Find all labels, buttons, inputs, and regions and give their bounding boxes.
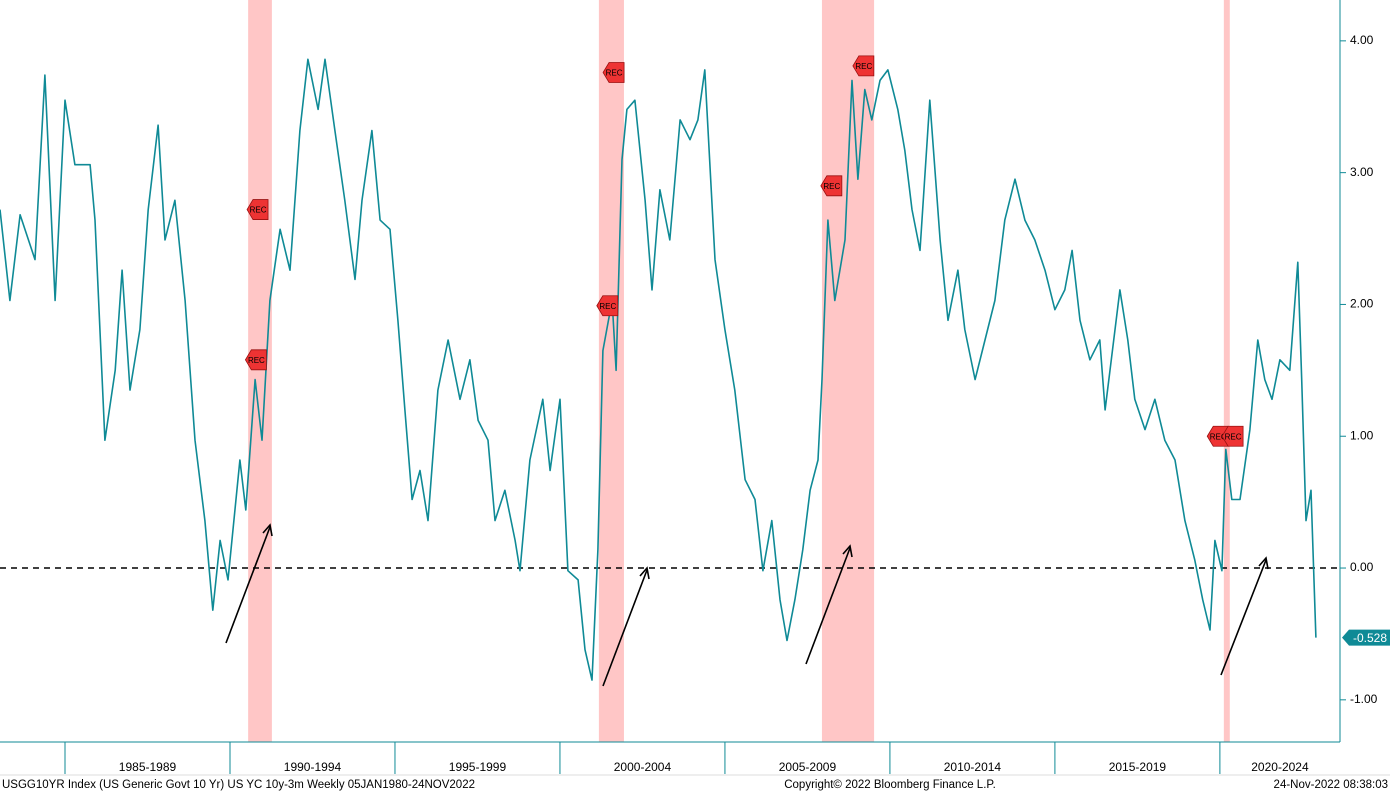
- y-tick-label: 2.00: [1350, 297, 1374, 311]
- y-tick-label: 1.00: [1350, 428, 1374, 442]
- x-period-label: 2010-2014: [944, 760, 1002, 774]
- x-period-label: 1990-1994: [284, 760, 342, 774]
- last-value-label: -0.528: [1353, 631, 1387, 645]
- footer-right: 24-Nov-2022 08:38:03: [1274, 779, 1388, 791]
- series-line: [0, 58, 1317, 681]
- x-period-label: 2000-2004: [614, 760, 672, 774]
- x-period-label: 2005-2009: [779, 760, 837, 774]
- rec-marker-label: REC: [823, 182, 840, 191]
- arrow: [602, 569, 648, 687]
- rec-marker: [1221, 425, 1244, 447]
- y-tick-label: 4.00: [1350, 33, 1374, 47]
- rec-marker: [852, 55, 875, 77]
- rec-marker-label: REC: [599, 302, 616, 311]
- rec-marker-label: REC: [1210, 432, 1227, 441]
- arrows: [225, 523, 1269, 687]
- last-value-box: [1342, 629, 1390, 646]
- rec-marker: [596, 295, 619, 317]
- rec-marker: [820, 175, 843, 197]
- recession-band: [821, 0, 875, 742]
- recession-band: [1223, 0, 1230, 742]
- rec-marker: [602, 62, 625, 83]
- rec-marker: [246, 199, 269, 220]
- rec-marker-label: REC: [606, 69, 623, 78]
- recession-band: [248, 0, 272, 742]
- rec-marker-label: REC: [1225, 432, 1242, 441]
- rec-marker-label: REC: [250, 206, 267, 215]
- rec-marker-label: REC: [855, 62, 872, 71]
- rec-marker: [244, 349, 267, 371]
- y-tick-label: 3.00: [1350, 165, 1374, 179]
- x-period-label: 2015-2019: [1109, 760, 1167, 774]
- arrow: [1220, 559, 1267, 676]
- arrow: [225, 526, 271, 644]
- x-period-label: 1985-1989: [119, 760, 177, 774]
- arrow-head: [1258, 556, 1269, 570]
- arrow-head: [262, 523, 273, 537]
- x-period-label: 1995-1999: [449, 760, 507, 774]
- footer-left: USGG10YR Index (US Generic Govt 10 Yr) U…: [2, 779, 475, 791]
- x-period-label: 2020-2024: [1251, 760, 1309, 774]
- y-tick-label: 0.00: [1350, 560, 1374, 574]
- footer-center: Copyright© 2022 Bloomberg Finance L.P.: [784, 779, 996, 791]
- rec-marker-label: REC: [248, 356, 265, 365]
- arrow-head: [639, 566, 650, 580]
- y-tick-label: -1.00: [1350, 692, 1378, 706]
- arrow: [805, 547, 851, 665]
- arrow-head: [842, 544, 853, 558]
